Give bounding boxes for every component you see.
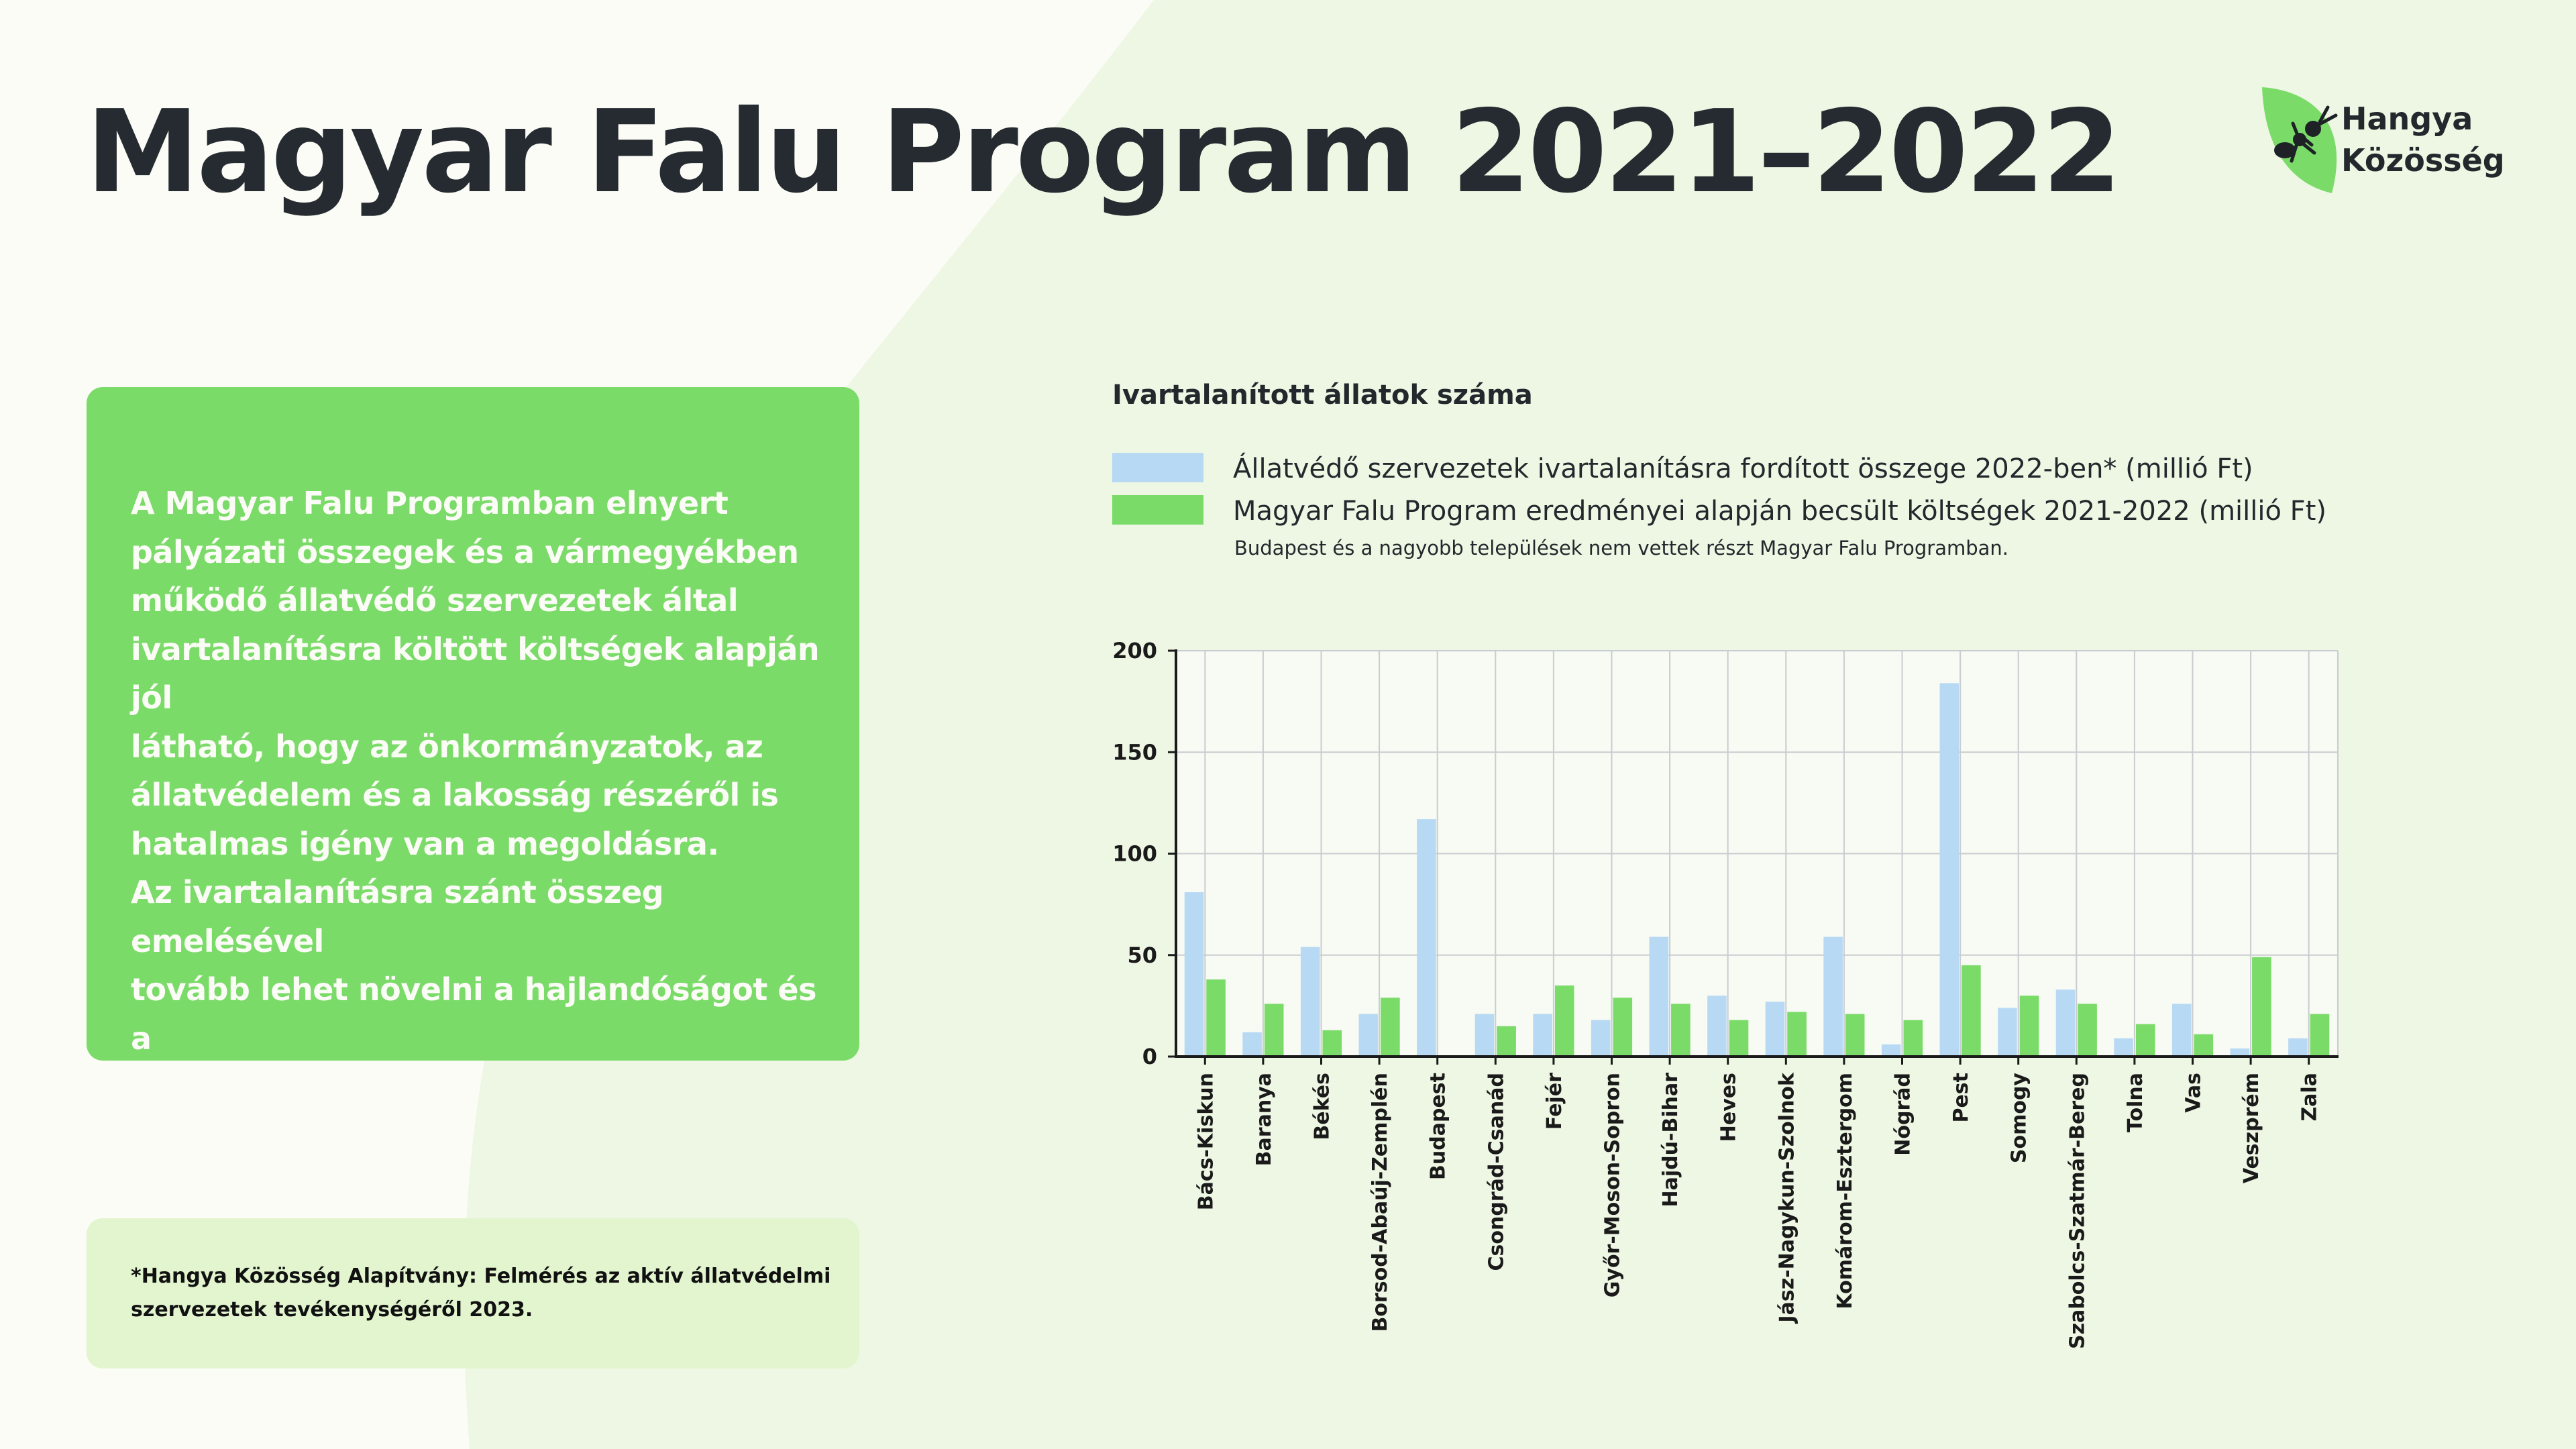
bar-blue xyxy=(1649,936,1669,1057)
bar-blue xyxy=(1533,1014,1552,1057)
y-tick-label: 200 xyxy=(1112,638,1157,663)
x-tick-label: Vas xyxy=(2182,1073,2206,1113)
bar-blue xyxy=(1184,892,1204,1057)
x-tick-label: Nógrád xyxy=(1892,1073,1915,1156)
bar-green xyxy=(1729,1020,1749,1057)
bar-green xyxy=(1845,1014,1865,1057)
bar-blue xyxy=(1474,1014,1495,1057)
bar-green xyxy=(1671,1004,1690,1057)
bar-blue xyxy=(1417,819,1436,1057)
bar-green xyxy=(1613,998,1633,1057)
y-tick-label: 150 xyxy=(1112,739,1157,765)
legend-swatch-blue xyxy=(1112,453,1203,482)
y-tick-label: 0 xyxy=(1142,1044,1157,1069)
bar-blue xyxy=(1998,1008,2017,1057)
x-tick-label: Zala xyxy=(2298,1073,2322,1122)
logo-line-2: Közösség xyxy=(2341,142,2505,178)
x-tick-label: Borsod-Abaúj-Zemplén xyxy=(1368,1073,1392,1332)
x-tick-label: Tolna xyxy=(2124,1073,2147,1132)
bar-blue xyxy=(1358,1014,1379,1057)
bar-blue xyxy=(1242,1032,1262,1057)
bar-blue xyxy=(2171,1004,2192,1057)
x-tick-label: Hajdú-Bihar xyxy=(1659,1073,1682,1208)
x-tick-label: Fejér xyxy=(1543,1073,1566,1130)
x-tick-label: Veszprém xyxy=(2240,1073,2263,1183)
bar-green xyxy=(2135,1024,2155,1057)
x-tick-label: Somogy xyxy=(2008,1073,2031,1164)
x-tick-label: Csongrád-Csanád xyxy=(1485,1073,1508,1271)
bar-green xyxy=(1264,1004,1284,1057)
bar-blue xyxy=(1300,947,1320,1057)
bar-chart: 0 50 100 150 200 Bács-Kiskun Baranya Békés Borso… xyxy=(1112,638,2339,1349)
bar-green xyxy=(1554,985,1574,1057)
chart-title: Ivartalanított állatok száma xyxy=(1112,380,1533,411)
legend-swatch-green xyxy=(1112,495,1203,525)
bar-green xyxy=(2310,1014,2330,1057)
footnote-card: *Hangya Közösség Alapítvány: Felmérés az… xyxy=(87,1218,859,1368)
bar-blue xyxy=(1939,683,1960,1057)
bar-green xyxy=(1787,1012,1807,1057)
x-tick-label: Jász-Nagykun-Szolnok xyxy=(1775,1072,1799,1324)
x-tick-label: Komárom-Esztergom xyxy=(1833,1073,1857,1309)
bar-green xyxy=(1381,998,1400,1057)
bar-blue xyxy=(2288,1038,2308,1057)
page-title: Magyar Falu Program 2021–2022 xyxy=(86,86,2122,219)
x-tick-label: Pest xyxy=(1949,1073,1973,1123)
logo-line-1: Hangya xyxy=(2341,101,2473,137)
summary-card: A Magyar Falu Programban elnyert pályáza… xyxy=(87,387,859,1105)
legend-label-green: Magyar Falu Program eredményei alapján b… xyxy=(1233,496,2326,527)
bar-green xyxy=(1206,979,1226,1057)
x-tick-label: Baranya xyxy=(1252,1073,1276,1166)
legend-label-blue: Állatvédő szervezetek ivartalanításra fo… xyxy=(1233,453,2253,484)
bar-green xyxy=(1903,1020,1923,1057)
bar-blue xyxy=(1881,1044,1901,1057)
logo: Hangya Közösség xyxy=(2258,83,2505,197)
y-tick-label: 100 xyxy=(1112,841,1157,867)
x-tick-label: Győr-Moson-Sopron xyxy=(1601,1073,1625,1297)
summary-text: A Magyar Falu Programban elnyert pályáza… xyxy=(131,485,820,1105)
bar-green xyxy=(1497,1026,1516,1057)
footnote-text: *Hangya Közösség Alapítvány: Felmérés az… xyxy=(131,1265,831,1322)
bar-blue xyxy=(2055,989,2076,1057)
bar-green xyxy=(1322,1030,1342,1057)
bar-green xyxy=(1962,965,1981,1057)
x-tick-label: Heves xyxy=(1717,1073,1741,1142)
x-tick-label: Szabolcs-Szatmár-Bereg xyxy=(2065,1073,2089,1349)
chart-note: Budapest és a nagyobb települések nem ve… xyxy=(1234,537,2009,559)
bar-green xyxy=(2194,1034,2214,1057)
bar-blue xyxy=(1591,1020,1611,1057)
x-tick-label: Bács-Kiskun xyxy=(1194,1073,1218,1210)
bar-blue xyxy=(1765,1002,1785,1057)
ant-leaf-icon xyxy=(2262,87,2338,193)
bar-blue xyxy=(1823,936,1843,1057)
bar-blue xyxy=(1707,996,1727,1057)
x-tick-label: Budapest xyxy=(1427,1073,1450,1180)
bar-blue xyxy=(2230,1048,2250,1057)
y-tick-label: 50 xyxy=(1127,943,1157,968)
bar-blue xyxy=(2114,1038,2133,1057)
x-tick-label: Békés xyxy=(1311,1073,1334,1140)
bar-green xyxy=(2019,996,2039,1057)
bar-green xyxy=(2078,1004,2097,1057)
bar-green xyxy=(2252,957,2271,1057)
